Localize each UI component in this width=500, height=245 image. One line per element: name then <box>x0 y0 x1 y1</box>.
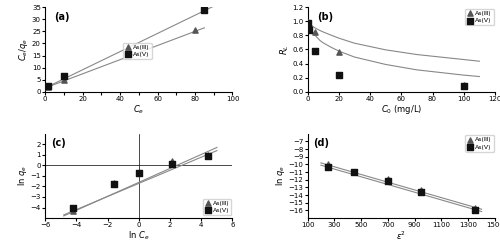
As(V) <box>204 154 212 158</box>
As(V) <box>200 8 208 12</box>
As(Ⅲ) <box>418 188 426 192</box>
As(Ⅲ) <box>384 177 392 181</box>
As(V) <box>471 208 479 212</box>
As(V) <box>60 74 68 78</box>
Y-axis label: $R_L$: $R_L$ <box>278 44 290 55</box>
Y-axis label: ln $q_e$: ln $q_e$ <box>16 165 29 186</box>
As(Ⅲ) <box>305 22 313 25</box>
As(V) <box>418 190 426 194</box>
As(V) <box>135 171 143 175</box>
As(Ⅲ) <box>69 209 77 213</box>
As(V) <box>44 84 52 88</box>
Legend: As(Ⅲ), As(V): As(Ⅲ), As(V) <box>203 198 231 215</box>
Legend: As(Ⅲ), As(V): As(Ⅲ), As(V) <box>465 9 494 25</box>
X-axis label: ln $C_e$: ln $C_e$ <box>128 230 150 242</box>
As(Ⅲ) <box>471 207 479 210</box>
Text: (a): (a) <box>54 12 70 22</box>
Text: (b): (b) <box>317 12 333 22</box>
As(V) <box>335 74 343 77</box>
As(Ⅲ) <box>168 159 175 163</box>
As(Ⅲ) <box>204 153 212 157</box>
As(V) <box>324 165 332 169</box>
Text: (c): (c) <box>50 138 66 148</box>
As(V) <box>110 182 118 186</box>
As(Ⅲ) <box>191 28 199 32</box>
X-axis label: $\varepsilon^2$: $\varepsilon^2$ <box>396 230 406 242</box>
As(Ⅲ) <box>350 170 358 174</box>
Y-axis label: ln $q_e$: ln $q_e$ <box>274 165 287 186</box>
As(Ⅲ) <box>135 170 143 174</box>
X-axis label: $C_0$ (mg/L): $C_0$ (mg/L) <box>380 103 422 116</box>
X-axis label: $C_e$: $C_e$ <box>133 103 144 116</box>
As(V) <box>312 49 320 53</box>
As(Ⅲ) <box>304 20 312 24</box>
As(V) <box>69 206 77 210</box>
Legend: As(Ⅲ), As(V): As(Ⅲ), As(V) <box>465 135 494 152</box>
As(V) <box>460 84 468 88</box>
As(V) <box>350 171 358 174</box>
As(Ⅲ) <box>460 83 468 87</box>
As(Ⅲ) <box>312 30 320 34</box>
Legend: As(Ⅲ), As(V): As(Ⅲ), As(V) <box>123 42 152 59</box>
As(Ⅲ) <box>60 78 68 82</box>
Text: (d): (d) <box>313 138 329 148</box>
As(Ⅲ) <box>110 181 118 185</box>
As(Ⅲ) <box>324 162 332 166</box>
As(V) <box>304 21 312 25</box>
As(V) <box>305 28 313 32</box>
As(Ⅲ) <box>335 50 343 54</box>
As(V) <box>384 179 392 183</box>
As(Ⅲ) <box>44 85 52 88</box>
As(V) <box>168 162 175 166</box>
Y-axis label: $C_e/q_e$: $C_e/q_e$ <box>18 38 30 61</box>
